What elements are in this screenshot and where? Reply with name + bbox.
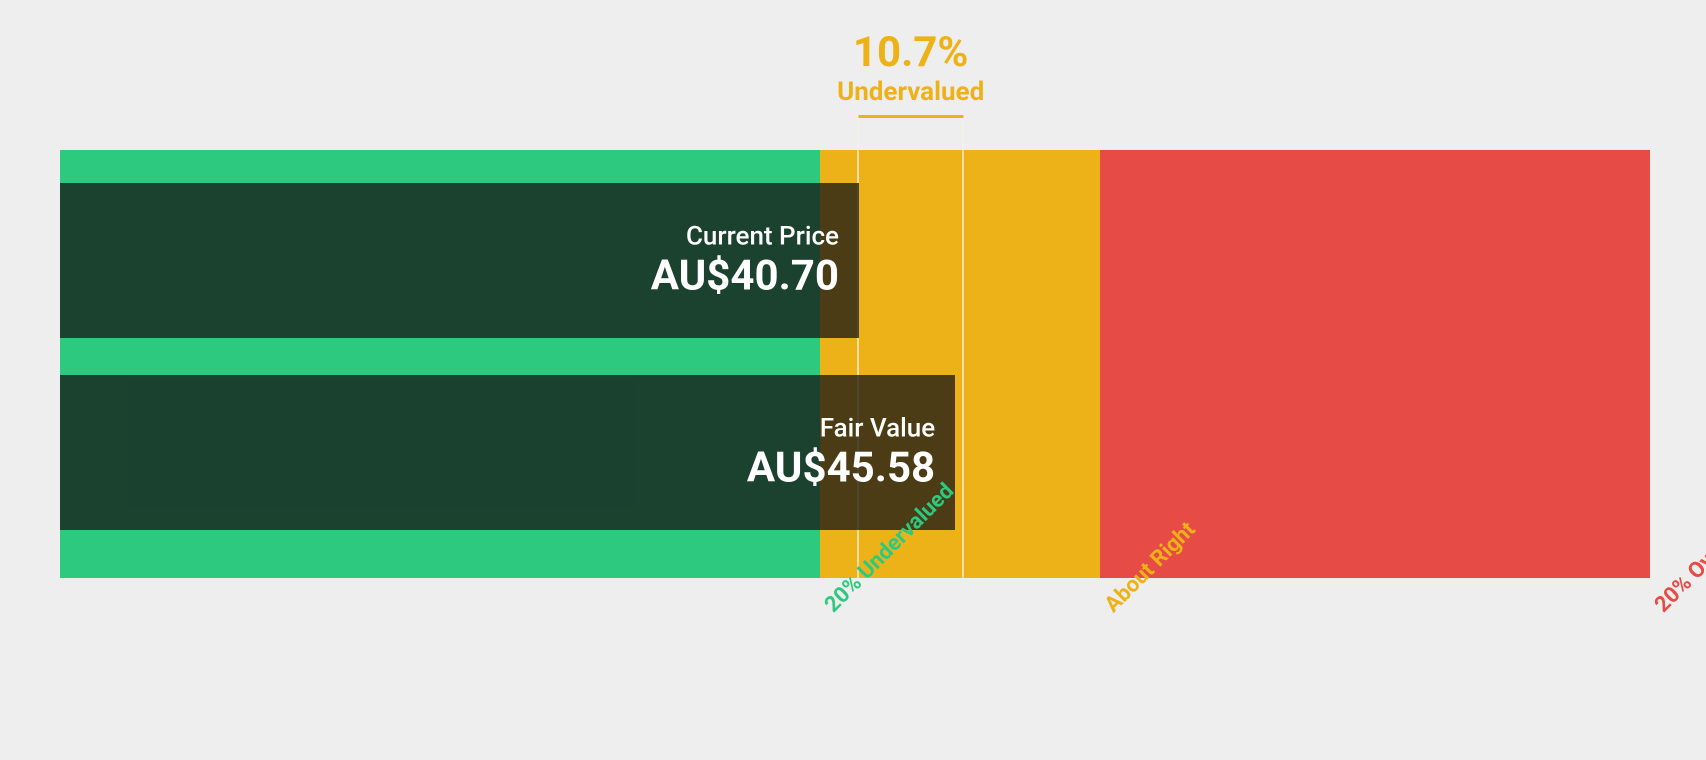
marker-line-right	[962, 115, 964, 578]
bar-text-fair_value: Fair ValueAU$45.58	[747, 413, 935, 492]
zone-overvalued	[1100, 150, 1650, 578]
bar-value-fair_value: AU$45.58	[747, 443, 935, 492]
valuation-header: 10.7%Undervalued	[837, 28, 984, 107]
axis-label-overvalued: 20% Overvalued	[1650, 488, 1706, 618]
valuation-status: Undervalued	[837, 77, 984, 107]
bar-label-current_price: Current Price	[651, 221, 839, 251]
valuation-underline	[858, 115, 963, 118]
bar-fair_value: Fair ValueAU$45.58	[60, 375, 955, 530]
bar-value-current_price: AU$40.70	[651, 251, 839, 300]
bar-label-fair_value: Fair Value	[747, 413, 935, 443]
valuation-chart: Current PriceAU$40.70 Fair ValueAU$45.58 1…	[0, 0, 1706, 760]
bar-text-current_price: Current PriceAU$40.70	[651, 221, 839, 300]
bar-current_price: Current PriceAU$40.70	[60, 183, 859, 338]
valuation-percent: 10.7%	[837, 28, 984, 77]
